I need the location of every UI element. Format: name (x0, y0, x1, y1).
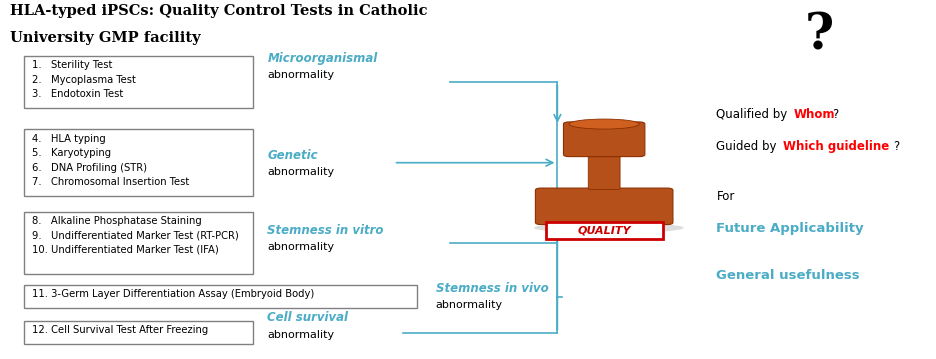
Text: abnormality: abnormality (267, 242, 334, 252)
Text: abnormality: abnormality (435, 300, 503, 311)
FancyBboxPatch shape (24, 212, 253, 274)
FancyBboxPatch shape (534, 188, 672, 225)
FancyBboxPatch shape (24, 56, 253, 108)
Text: Qualified by: Qualified by (716, 108, 791, 121)
Text: Future Applicability: Future Applicability (716, 223, 863, 236)
Text: Genetic: Genetic (267, 149, 317, 162)
Text: Which guideline: Which guideline (782, 140, 888, 153)
FancyBboxPatch shape (24, 321, 253, 344)
Text: 1.   Sterility Test
2.   Mycoplasma Test
3.   Endotoxin Test: 1. Sterility Test 2. Mycoplasma Test 3. … (32, 60, 136, 99)
FancyBboxPatch shape (24, 285, 417, 308)
Text: Stemness in vivo: Stemness in vivo (435, 282, 548, 295)
Text: 8.   Alkaline Phosphatase Staining
9.   Undifferentiated Marker Test (RT-PCR)
10: 8. Alkaline Phosphatase Staining 9. Undi… (32, 216, 238, 255)
Text: ?: ? (892, 140, 899, 153)
Text: Guided by: Guided by (716, 140, 780, 153)
Text: General usefulness: General usefulness (716, 269, 859, 282)
Text: Stemness in vitro: Stemness in vitro (267, 224, 384, 237)
Text: 11. 3-Germ Layer Differentiation Assay (Embryoid Body): 11. 3-Germ Layer Differentiation Assay (… (32, 289, 314, 299)
FancyBboxPatch shape (588, 153, 620, 190)
Ellipse shape (568, 119, 638, 129)
Text: Whom: Whom (792, 108, 834, 121)
Text: abnormality: abnormality (267, 167, 334, 177)
Text: ?: ? (831, 108, 838, 121)
FancyBboxPatch shape (545, 223, 662, 238)
Text: Cell survival: Cell survival (267, 311, 348, 324)
Text: 12. Cell Survival Test After Freezing: 12. Cell Survival Test After Freezing (32, 325, 208, 335)
Text: For: For (716, 190, 734, 203)
Text: 4.   HLA typing
5.   Karyotyping
6.   DNA Profiling (STR)
7.   Chromosomal Inser: 4. HLA typing 5. Karyotyping 6. DNA Prof… (32, 134, 189, 187)
Text: QUALITY: QUALITY (577, 225, 630, 236)
Text: abnormality: abnormality (267, 70, 334, 80)
Text: ?: ? (804, 11, 833, 60)
Text: University GMP facility: University GMP facility (10, 31, 200, 45)
Ellipse shape (534, 223, 683, 233)
FancyBboxPatch shape (24, 130, 253, 196)
Text: abnormality: abnormality (267, 330, 334, 340)
Text: HLA-typed iPSCs: Quality Control Tests in Catholic: HLA-typed iPSCs: Quality Control Tests i… (10, 4, 427, 18)
FancyBboxPatch shape (563, 122, 644, 157)
Text: Microorganismal: Microorganismal (267, 52, 377, 65)
